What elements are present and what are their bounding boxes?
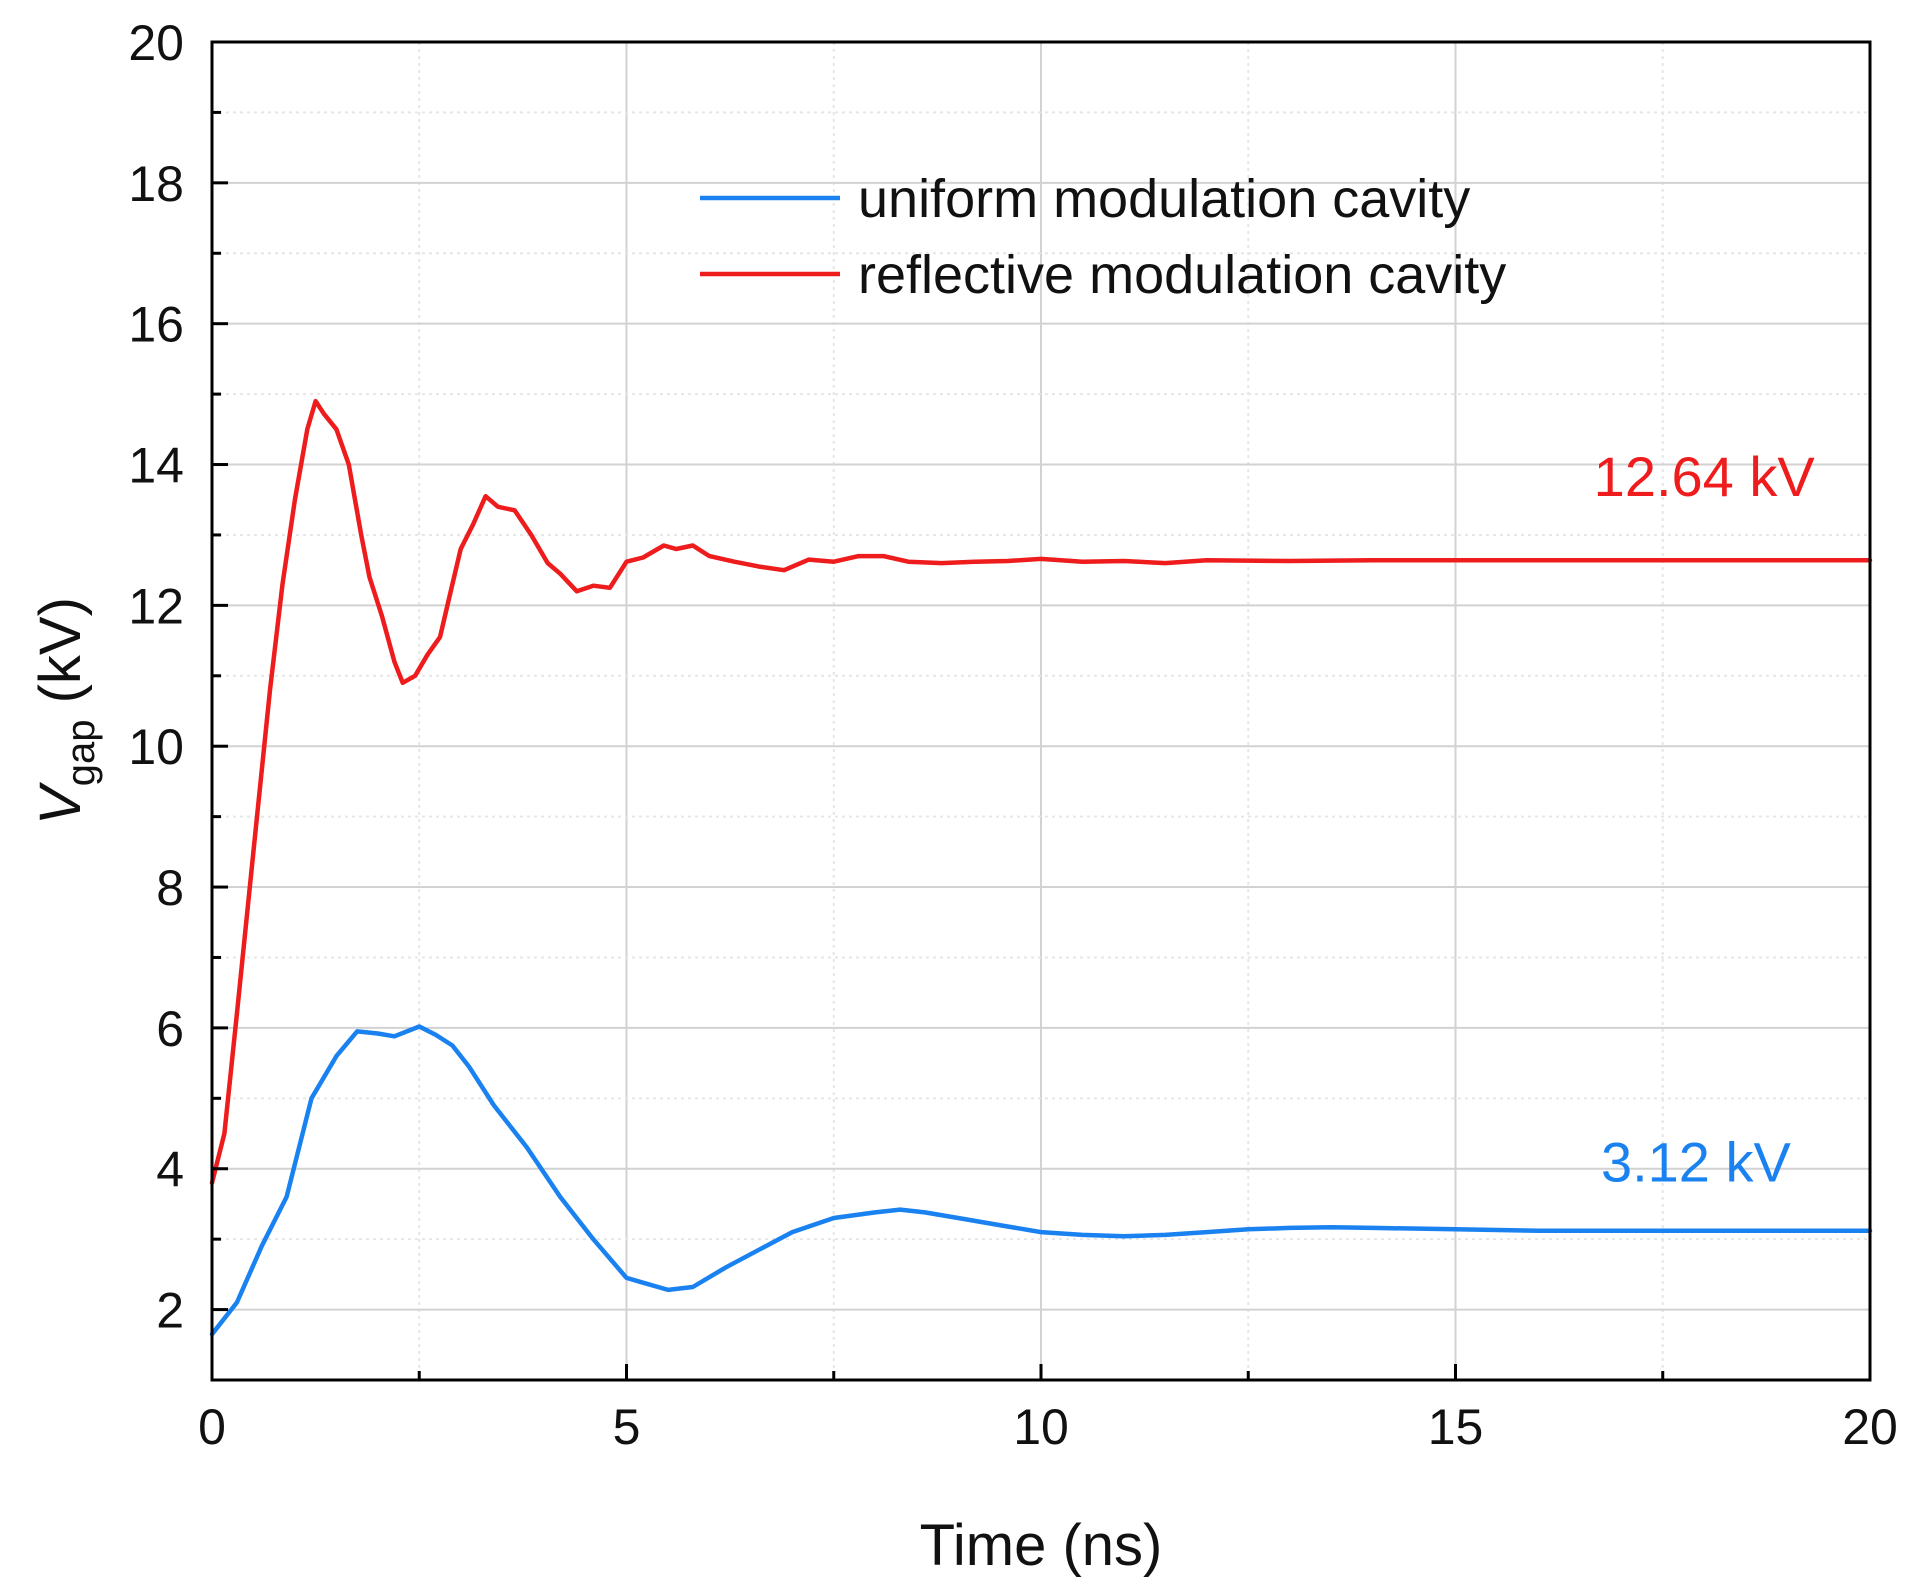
series-line-uniform [209,1024,1873,1337]
series-layer [209,398,1873,1337]
y-tick-label: 20 [128,15,184,71]
x-tick-label: 10 [1013,1399,1069,1455]
y-tick-label: 6 [156,1001,184,1057]
series-line-reflective [209,398,1873,1186]
y-tick-label: 14 [128,438,184,494]
x-tick-label: 20 [1842,1399,1898,1455]
y-tick-label: 12 [128,578,184,634]
x-tick-label: 15 [1428,1399,1484,1455]
axis-labels: 0 5 10 15 20 2 4 6 8 10 12 14 16 18 20 [128,15,1897,1455]
y-tick-label: 16 [128,297,184,353]
y-tick-label: 10 [128,719,184,775]
x-tick-label: 0 [198,1399,226,1455]
y-tick-label: 4 [156,1142,184,1198]
y-axis-title-unit: (kV) [28,597,93,719]
y-axis-title-subscript: gap [59,720,103,787]
y-axis-title: Vgap (kV) [28,597,103,825]
y-tick-label: 2 [156,1283,184,1339]
x-axis-title: Time (ns) [920,1513,1163,1578]
annotation-reflective-value: 12.64 kV [1594,445,1816,508]
legend: uniform modulation cavity reflective mod… [700,169,1506,305]
x-tick-label: 5 [613,1399,641,1455]
y-axis-title-main: V [28,781,93,825]
y-tick-label: 8 [156,860,184,916]
legend-label-uniform: uniform modulation cavity [858,169,1470,229]
annotation-uniform-value: 3.12 kV [1601,1130,1792,1193]
grid-lines [212,42,1870,1380]
y-tick-label: 18 [128,156,184,212]
legend-label-reflective: reflective modulation cavity [858,245,1506,305]
axis-ticks [210,40,1872,1382]
